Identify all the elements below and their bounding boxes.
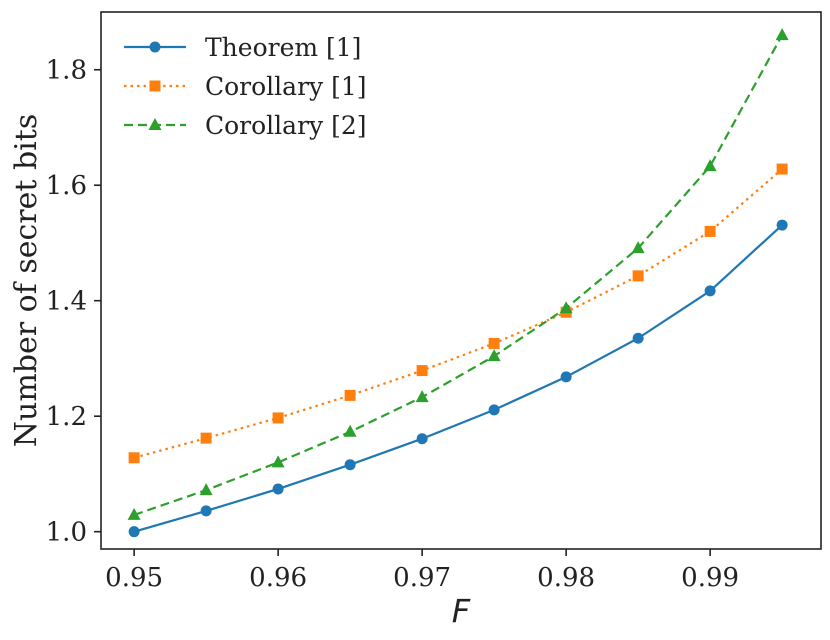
data-point-theorem-1 (704, 285, 716, 297)
legend: Theorem [1] Corollary [1] Corollary [2] (124, 33, 367, 140)
x-axis-title: F (452, 592, 471, 630)
series-line-corollary-2 (133, 34, 784, 516)
y-tick-label: 1.6 (46, 171, 87, 201)
data-point-theorem-1 (560, 371, 572, 383)
data-point-theorem-1 (272, 483, 284, 495)
legend-label-corollary-1: Corollary [1] (205, 72, 367, 101)
legend-item-corollary-1: Corollary [1] (124, 72, 367, 101)
x-tick-label: 0.98 (537, 563, 595, 593)
x-tick-label: 0.99 (681, 563, 739, 593)
y-tick-label: 1.0 (46, 518, 87, 548)
plot-area-frame (100, 11, 822, 550)
data-point-theorem-1 (776, 219, 788, 231)
data-point-corollary-2 (487, 349, 501, 362)
data-point-corollary-2 (559, 301, 573, 314)
data-point-corollary-1 (272, 412, 284, 424)
data-point-theorem-1 (200, 505, 212, 517)
data-point-theorem-1 (632, 332, 644, 344)
data-point-corollary-2 (127, 507, 141, 520)
series-layer (127, 28, 789, 538)
data-point-corollary-2 (415, 390, 429, 403)
legend-item-theorem-1: Theorem [1] (124, 33, 361, 62)
legend-label-theorem-1: Theorem [1] (205, 33, 361, 62)
legend-marker-theorem-1 (149, 41, 161, 53)
series-line-theorem-1 (133, 224, 783, 533)
legend-marker-corollary-1 (149, 80, 161, 92)
data-point-corollary-1 (632, 270, 644, 282)
x-axis-ticks: 0.95 0.96 0.97 0.98 0.99 (105, 549, 739, 593)
data-point-theorem-1 (344, 459, 356, 471)
legend-label-corollary-2: Corollary [2] (205, 111, 367, 140)
y-tick-label: 1.4 (46, 287, 87, 317)
data-point-corollary-1 (416, 365, 428, 377)
data-point-corollary-2 (271, 455, 285, 468)
x-tick-label: 0.97 (393, 563, 451, 593)
data-point-corollary-1 (488, 337, 500, 349)
data-point-theorem-1 (488, 404, 500, 416)
legend-item-corollary-2: Corollary [2] (124, 111, 367, 140)
series-corollary-1 (128, 163, 788, 464)
data-point-theorem-1 (416, 433, 428, 445)
data-point-corollary-1 (344, 389, 356, 401)
legend-marker-corollary-2 (148, 118, 162, 130)
y-axis-title: Number of secret bits (9, 114, 44, 447)
x-tick-label: 0.96 (249, 563, 307, 593)
y-tick-label: 1.8 (46, 56, 87, 86)
data-point-corollary-2 (199, 483, 213, 496)
data-point-corollary-2 (703, 159, 717, 172)
x-tick-label: 0.95 (105, 563, 163, 593)
series-line-corollary-1 (133, 168, 783, 459)
data-point-corollary-1 (128, 452, 140, 464)
y-axis-ticks: 1.0 1.2 1.4 1.6 1.8 (46, 56, 101, 548)
data-point-corollary-1 (704, 225, 716, 237)
data-point-corollary-1 (200, 432, 212, 444)
data-point-corollary-2 (631, 241, 645, 254)
series-corollary-2 (127, 28, 789, 520)
data-point-corollary-1 (776, 163, 788, 175)
data-point-corollary-2 (343, 424, 357, 437)
y-tick-label: 1.2 (46, 402, 87, 432)
data-point-corollary-2 (775, 28, 789, 41)
data-point-theorem-1 (128, 526, 140, 538)
series-theorem-1 (128, 219, 788, 538)
